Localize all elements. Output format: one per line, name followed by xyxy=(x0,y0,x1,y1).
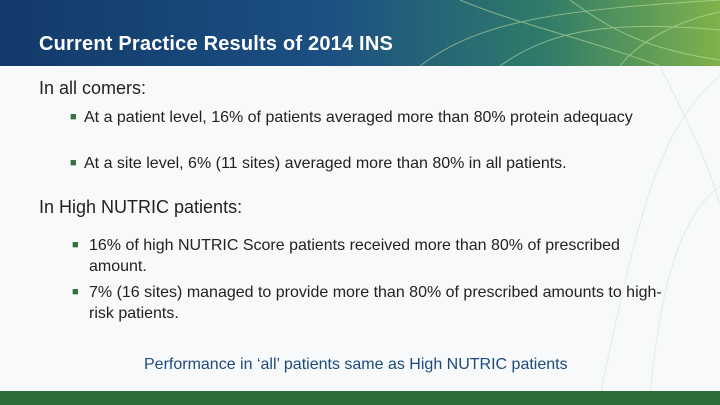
bullet-item: ■ 7% (16 sites) managed to provide more … xyxy=(72,282,682,324)
bullet-text: At a site level, 6% (11 sites) averaged … xyxy=(84,155,567,172)
square-bullet-icon: ■ xyxy=(72,239,79,251)
square-bullet-icon: ■ xyxy=(70,157,77,169)
background-leaf-decoration xyxy=(599,66,720,396)
bullet-item: ■ At a site level, 6% (11 sites) average… xyxy=(70,153,670,174)
section-heading-high-nutric: In High NUTRIC patients: xyxy=(39,197,243,217)
square-bullet-icon: ■ xyxy=(72,286,79,298)
bullet-text: 16% of high NUTRIC Score patients receiv… xyxy=(89,237,620,275)
leaf-decoration xyxy=(419,0,720,66)
footer-bar xyxy=(0,391,720,405)
bullet-item: ■ At a patient level, 16% of patients av… xyxy=(70,107,660,128)
bullet-text: At a patient level, 16% of patients aver… xyxy=(84,109,633,126)
slide-title: Current Practice Results of 2014 INS xyxy=(39,33,393,55)
conclusion-text: Performance in ‘all’ patients same as Hi… xyxy=(144,356,568,373)
title-banner: Current Practice Results of 2014 INS xyxy=(0,0,720,66)
bullet-item: ■ 16% of high NUTRIC Score patients rece… xyxy=(72,235,632,277)
square-bullet-icon: ■ xyxy=(70,111,77,123)
bullet-text: 7% (16 sites) managed to provide more th… xyxy=(89,284,662,322)
section-heading-all-comers: In all comers: xyxy=(39,78,147,98)
